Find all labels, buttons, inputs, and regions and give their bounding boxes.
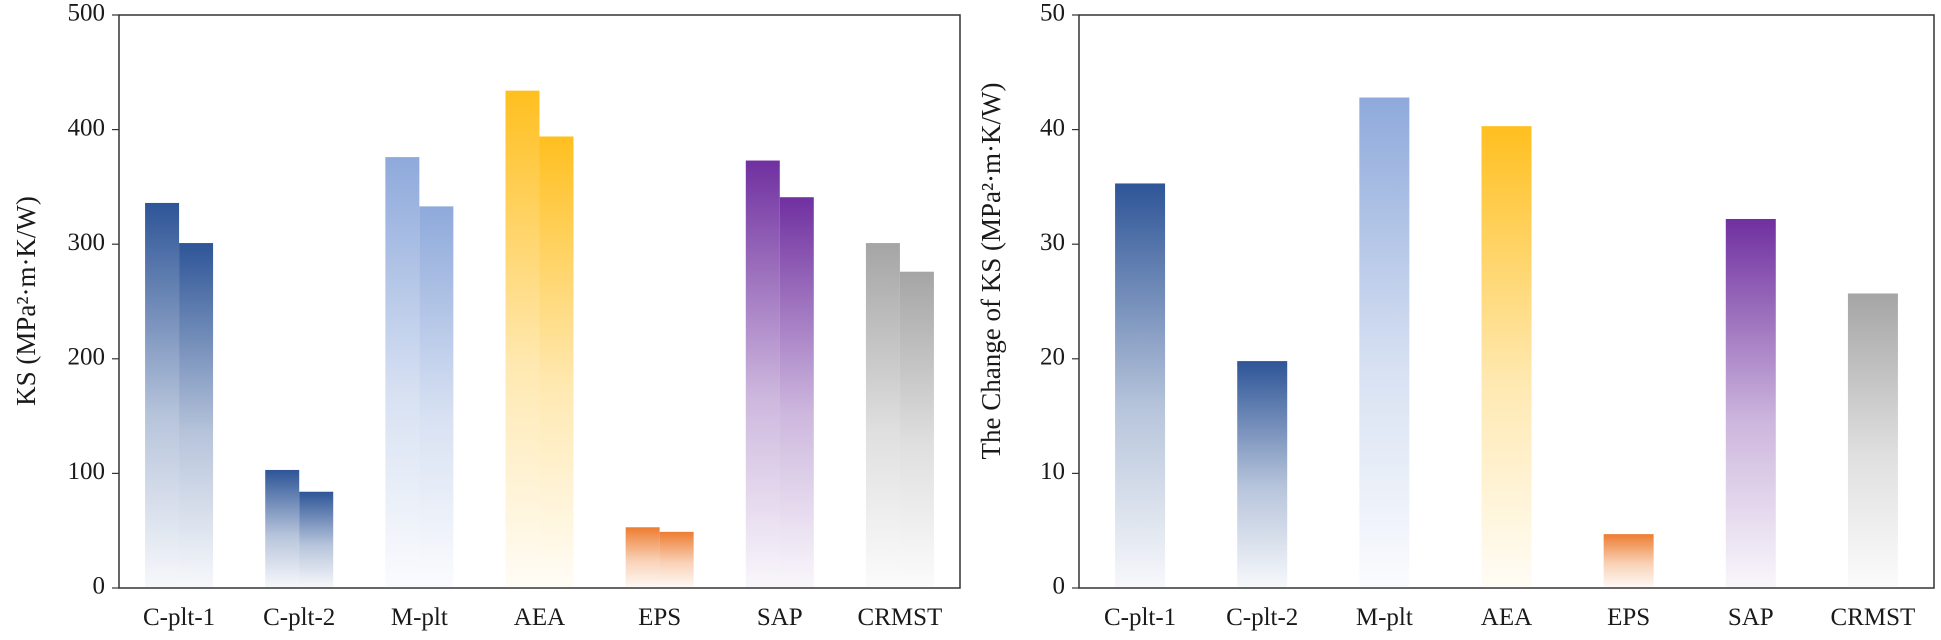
ks-change-bar-sap [1725, 218, 1776, 588]
ks-change-bar-c-plt-2 [1237, 361, 1288, 588]
ks-bar-c-plt-1-s1 [145, 202, 180, 588]
ks-change-y-tick-40: 40 [1040, 114, 1065, 141]
ks-change-y-ticks: 0 10 20 30 40 50 [1040, 0, 1079, 600]
ks-bar-c-plt-2-s1 [265, 469, 300, 588]
ks-y-tick-500: 500 [68, 0, 106, 27]
ks-change-x-ticks: C-plt-1 C-plt-2 M-plt AEA EPS SAP CRMST [1104, 604, 1915, 631]
ks-change-y-tick-0: 0 [1053, 573, 1066, 600]
ks-x-tick-sap: SAP [757, 604, 803, 631]
ks-change-x-tick-crmst: CRMST [1831, 604, 1916, 631]
ks-bar-aea-s1 [505, 90, 540, 589]
ks-x-tick-aea: AEA [514, 604, 565, 631]
ks-change-bar-m-plt [1359, 97, 1410, 589]
ks-change-x-tick-c-plt-1: C-plt-1 [1104, 604, 1176, 631]
ks-x-tick-crmst: CRMST [858, 604, 943, 631]
ks-bar-sap-s1 [745, 160, 780, 589]
ks-chart-panel: 0 100 200 300 400 500 C-plt-1 C-plt-2 M-plt AEA E… [11, 0, 961, 631]
ks-y-tick-0: 0 [93, 573, 106, 600]
ks-bar-crmst-s1 [865, 243, 900, 588]
ks-x-ticks: C-plt-1 C-plt-2 M-plt AEA EPS SAP CRMST [143, 604, 942, 631]
ks-bar-aea-s2 [539, 136, 574, 588]
ks-change-chart-panel: 0 10 20 30 40 50 C-plt-1 C-plt-2 M-plt AEA EPS SAP… [976, 0, 1935, 631]
ks-y-axis-title: KS (MPa²·m·K/W) [11, 196, 41, 406]
ks-bar-m-plt-s1 [385, 157, 420, 588]
ks-bar-c-plt-1-s2 [179, 243, 214, 588]
ks-bar-crmst-s2 [899, 271, 934, 588]
ks-change-x-tick-c-plt-2: C-plt-2 [1226, 604, 1298, 631]
ks-y-tick-200: 200 [68, 344, 106, 371]
ks-y-tick-400: 400 [68, 114, 106, 141]
ks-change-bar-eps [1603, 534, 1654, 588]
ks-change-y-tick-10: 10 [1040, 458, 1065, 485]
ks-bar-c-plt-2-s2 [299, 491, 334, 588]
ks-change-bars [1115, 97, 1898, 589]
ks-y-tick-100: 100 [68, 458, 106, 485]
ks-bar-eps-s2 [659, 531, 694, 588]
ks-x-tick-eps: EPS [638, 604, 681, 631]
ks-x-tick-m-plt: M-plt [391, 604, 448, 631]
ks-change-y-axis-title: The Change of KS (MPa²·m·K/W) [976, 82, 1006, 459]
ks-bars [145, 90, 934, 589]
ks-change-bar-aea [1481, 126, 1532, 589]
ks-change-y-tick-30: 30 [1040, 229, 1065, 256]
ks-change-x-tick-eps: EPS [1607, 604, 1650, 631]
ks-change-x-tick-sap: SAP [1728, 604, 1774, 631]
ks-bar-m-plt-s2 [419, 206, 454, 588]
ks-x-tick-c-plt-2: C-plt-2 [263, 604, 335, 631]
ks-change-bar-c-plt-1 [1115, 183, 1166, 588]
ks-x-tick-c-plt-1: C-plt-1 [143, 604, 215, 631]
ks-y-ticks: 0 100 200 300 400 500 [68, 0, 119, 600]
ks-change-x-tick-aea: AEA [1481, 604, 1532, 631]
ks-bar-sap-s2 [779, 197, 814, 589]
ks-change-bar-crmst [1847, 293, 1898, 588]
ks-change-y-tick-20: 20 [1040, 344, 1065, 371]
ks-y-tick-300: 300 [68, 229, 106, 256]
ks-change-y-tick-50: 50 [1040, 0, 1065, 27]
ks-bar-eps-s1 [625, 527, 660, 588]
ks-change-x-tick-m-plt: M-plt [1356, 604, 1413, 631]
